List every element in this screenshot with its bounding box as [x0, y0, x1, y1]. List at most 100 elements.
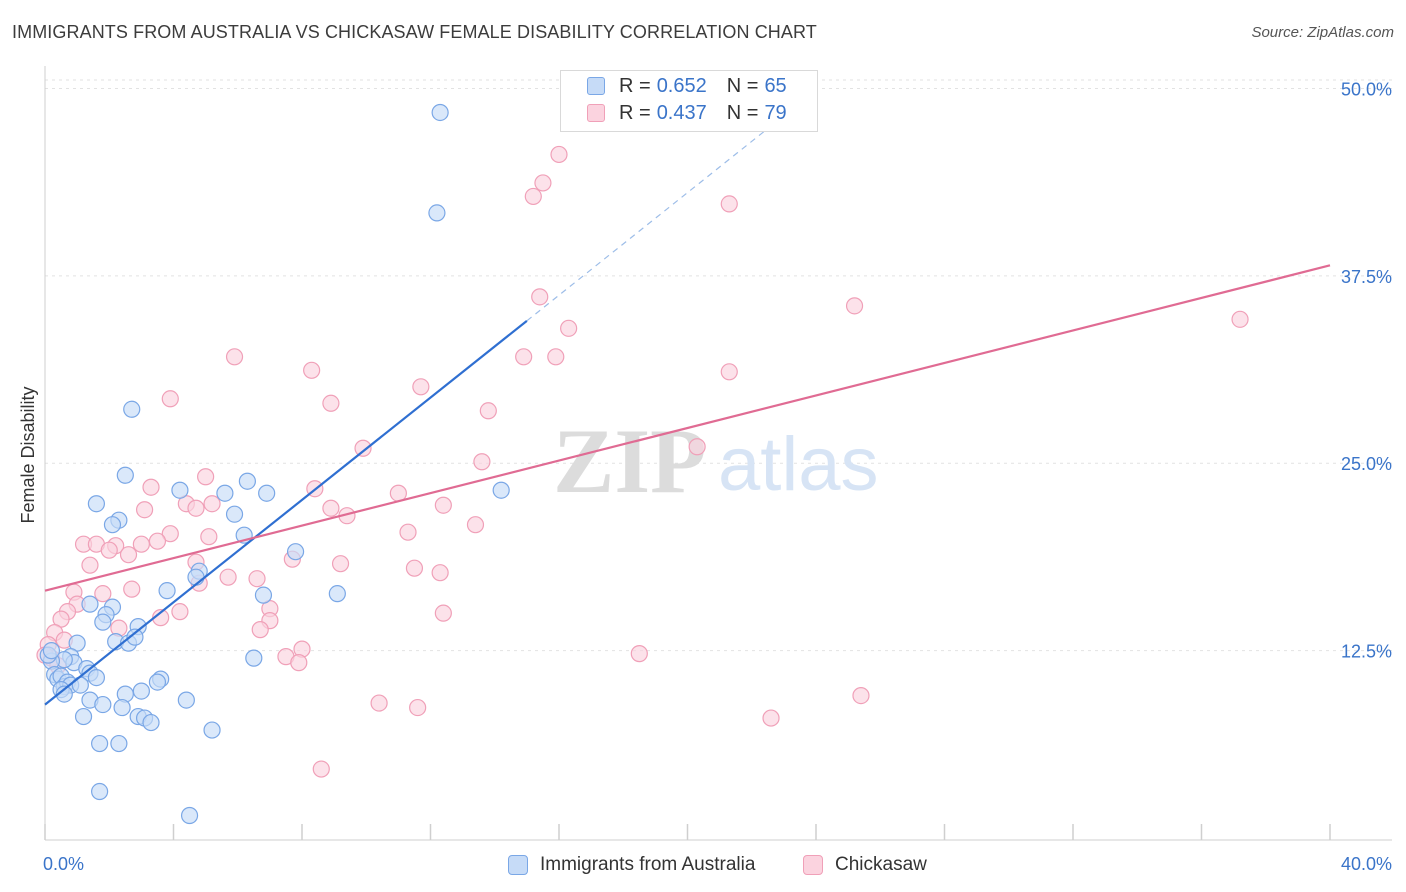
- watermark: ZIP atlas: [553, 410, 879, 512]
- source-label: Source: ZipAtlas.com: [1251, 24, 1394, 41]
- chickasaw-point: [1231, 310, 1249, 328]
- legend-row-australia: R = 0.652 N = 65: [587, 74, 787, 98]
- chickasaw-point: [524, 187, 542, 206]
- australia-swatch: [587, 77, 605, 95]
- chickasaw-trend-line: [44, 264, 1331, 592]
- chickasaw-point: [219, 568, 237, 586]
- chickasaw-point: [466, 516, 485, 534]
- australia-points: [39, 103, 510, 825]
- chickasaw-point: [312, 760, 330, 778]
- australia-point: [428, 204, 446, 222]
- australia-point: [328, 585, 346, 603]
- australia-point: [203, 721, 221, 739]
- watermark-zip: ZIP: [553, 410, 706, 512]
- chickasaw-point: [412, 378, 430, 396]
- chickasaw-point: [148, 532, 167, 550]
- australia-point: [158, 582, 176, 600]
- chickasaw-point: [354, 439, 372, 457]
- australia-point: [431, 103, 449, 122]
- r-value: 0.652: [656, 74, 707, 97]
- chickasaw-point: [720, 363, 738, 381]
- australia-point: [177, 691, 195, 709]
- chickasaw-point: [560, 319, 578, 337]
- chickasaw-point: [852, 686, 870, 705]
- legend-row-chickasaw: R = 0.437 N = 79: [587, 101, 787, 125]
- chickasaw-point: [203, 495, 221, 513]
- australia-point: [55, 685, 73, 703]
- chickasaw-point: [248, 570, 266, 588]
- australia-point: [225, 505, 244, 523]
- australia-point: [126, 628, 144, 646]
- australia-point: [94, 695, 112, 714]
- chickasaw-point: [123, 580, 141, 598]
- chickasaw-point: [251, 621, 269, 639]
- australia-legend-label: Immigrants from Australia: [540, 854, 756, 875]
- australia-point: [171, 481, 189, 499]
- australia-trend-extension: [526, 125, 772, 322]
- y-tick-label: 12.5%: [1341, 642, 1392, 662]
- chickasaw-point: [187, 499, 205, 517]
- axes: [44, 66, 1392, 841]
- chickasaw-point: [762, 709, 780, 727]
- chickasaw-point: [197, 468, 215, 486]
- correlation-legend: R = 0.652 N = 65 R = 0.437 N = 79: [560, 70, 818, 132]
- y-axis-label: Female Disability: [18, 386, 38, 523]
- australia-point: [94, 613, 112, 631]
- n-value: 65: [764, 74, 787, 97]
- chickasaw-legend-label: Chickasaw: [835, 854, 927, 875]
- australia-point: [113, 698, 131, 717]
- legend-item-australia: Immigrants from Australia: [508, 852, 755, 878]
- chickasaw-point: [720, 195, 738, 213]
- australia-point: [142, 713, 160, 732]
- australia-point: [492, 481, 510, 499]
- chickasaw-point: [303, 361, 321, 379]
- chickasaw-point: [161, 390, 179, 408]
- chickasaw-point: [431, 564, 449, 582]
- australia-point: [81, 595, 99, 613]
- chickasaw-point: [322, 499, 340, 517]
- y-tick-label: 50.0%: [1341, 79, 1392, 99]
- chickasaw-point: [370, 694, 388, 712]
- trend-lines: [44, 125, 1331, 706]
- y-tick-label: 37.5%: [1341, 267, 1392, 287]
- gridlines: [45, 79, 1392, 652]
- watermark-atlas: atlas: [718, 422, 879, 507]
- chickasaw-point: [409, 698, 427, 717]
- r-label: R =: [619, 74, 651, 97]
- chickasaw-point: [399, 523, 417, 541]
- chickasaw-point: [94, 585, 112, 603]
- australia-point: [74, 707, 93, 726]
- chickasaw-point: [290, 654, 308, 672]
- chickasaw-point: [845, 297, 864, 315]
- australia-point: [254, 586, 273, 604]
- y-tick-label: 25.0%: [1341, 454, 1392, 474]
- chickasaw-point: [479, 402, 497, 420]
- australia-point: [245, 649, 263, 667]
- australia-point: [216, 484, 234, 502]
- chickasaw-point: [515, 348, 533, 366]
- australia-point: [42, 642, 61, 660]
- chickasaw-point: [119, 546, 138, 564]
- chickasaw-point: [135, 501, 154, 519]
- chickasaw-point: [200, 528, 218, 546]
- chickasaw-point: [142, 478, 160, 496]
- chickasaw-point: [81, 556, 99, 574]
- chickasaw-point: [688, 438, 706, 456]
- chickasaw-legend-swatch: [803, 855, 823, 875]
- r-label: R =: [619, 101, 651, 124]
- australia-point: [286, 543, 305, 561]
- chickasaw-point: [434, 496, 452, 514]
- legend-item-chickasaw: Chickasaw: [803, 852, 927, 878]
- chickasaw-point: [331, 555, 350, 573]
- australia-point: [87, 669, 106, 687]
- tick-labels: 12.5% 25.0% 37.5% 50.0% 0.0% 40.0%: [43, 79, 1392, 874]
- x-tick-label: 40.0%: [1341, 854, 1392, 874]
- australia-point: [91, 782, 109, 801]
- australia-point: [148, 673, 167, 691]
- australia-point: [116, 466, 134, 484]
- chickasaw-point: [534, 174, 552, 192]
- australia-point: [238, 472, 256, 490]
- australia-point: [103, 516, 122, 534]
- australia-point: [110, 734, 128, 753]
